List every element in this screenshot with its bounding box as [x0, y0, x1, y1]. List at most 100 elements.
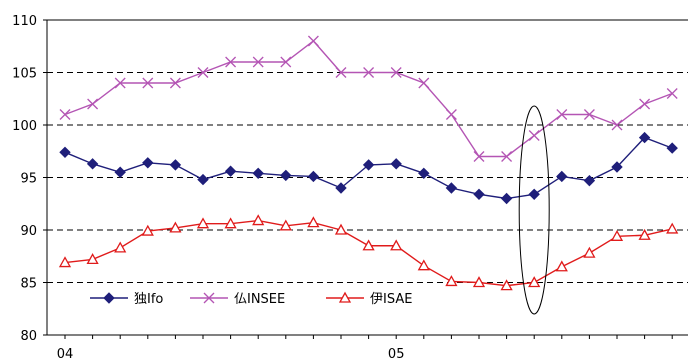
data-point [528, 188, 540, 201]
data-point [611, 119, 623, 131]
y-tick-label: 85 [20, 277, 37, 292]
data-point [445, 275, 458, 287]
x-axis-ticks: 04 05 [57, 335, 673, 362]
data-point [611, 161, 623, 173]
marker-stroke [59, 109, 71, 120]
data-point [197, 67, 209, 78]
marker-stroke [335, 67, 347, 78]
legend: 独Ifo 仏INSEE 伊ISAE [90, 291, 412, 307]
legend-label: 独Ifo [134, 292, 163, 307]
data-point [390, 158, 402, 170]
series-2 [58, 214, 679, 291]
data-point [666, 222, 679, 234]
data-point [252, 167, 264, 180]
data-point [197, 173, 209, 186]
data-point [362, 159, 375, 171]
data-point [334, 223, 348, 235]
y-tick-label: 110 [12, 14, 37, 29]
data-point [59, 146, 71, 159]
y-tick-label: 100 [12, 119, 37, 134]
legend-label: 伊ISAE [370, 292, 412, 307]
marker-stroke [225, 56, 237, 68]
data-point [610, 229, 624, 241]
series-1 [59, 35, 678, 162]
marker-stroke [363, 67, 375, 78]
data-point [280, 56, 292, 68]
x-tick-label: 05 [388, 347, 405, 362]
marker-stroke [280, 56, 292, 68]
data-point [583, 246, 596, 258]
data-point [335, 182, 347, 194]
marker-stroke [639, 98, 651, 110]
data-point [307, 216, 320, 228]
data-point [307, 35, 319, 47]
marker-stroke [556, 109, 568, 120]
data-point [362, 239, 375, 251]
marker-stroke [501, 151, 513, 162]
y-tick-label: 80 [20, 329, 37, 344]
data-point [555, 260, 568, 272]
marker-stroke [114, 77, 126, 89]
marker-stroke [528, 130, 540, 141]
data-point [417, 259, 430, 271]
data-point [556, 170, 568, 183]
data-point [445, 109, 457, 120]
marker-stroke [197, 67, 209, 78]
marker-stroke [307, 35, 319, 47]
data-point [86, 253, 99, 265]
legend-marker [103, 292, 115, 304]
data-point [666, 88, 678, 99]
data-point [418, 77, 430, 89]
y-tick-label: 90 [20, 224, 37, 239]
series-layer [58, 35, 679, 291]
data-point [501, 151, 513, 162]
data-point [500, 279, 513, 291]
data-point [280, 169, 292, 182]
data-point [638, 228, 651, 240]
data-point [252, 56, 264, 68]
data-point [59, 109, 71, 120]
data-point [114, 77, 126, 89]
data-point [169, 77, 181, 89]
marker-stroke [87, 98, 99, 110]
data-point [86, 158, 99, 170]
legend-item: 仏INSEE [190, 292, 285, 307]
data-point [639, 98, 651, 110]
y-tick-label: 105 [12, 67, 37, 82]
data-point [224, 217, 237, 229]
y-tick-label: 95 [20, 172, 37, 187]
data-point [500, 192, 513, 205]
data-point [307, 170, 320, 183]
data-point [114, 241, 127, 253]
data-point [583, 174, 596, 187]
marker-stroke [445, 109, 457, 120]
data-point [473, 151, 485, 162]
data-point [142, 157, 154, 169]
data-point [445, 182, 458, 194]
data-point [224, 165, 237, 177]
data-point [169, 221, 182, 233]
data-point [87, 98, 99, 110]
data-point [638, 131, 651, 144]
data-point [666, 142, 678, 154]
legend-marker [203, 292, 215, 304]
marker-stroke [611, 119, 623, 131]
marker-stroke [418, 77, 430, 89]
marker-stroke [583, 109, 595, 120]
data-point [583, 109, 595, 120]
marker-stroke [142, 77, 154, 89]
data-point [114, 166, 126, 178]
data-point [335, 67, 347, 78]
legend-item: 伊ISAE [326, 291, 412, 307]
data-point [363, 67, 375, 78]
data-point [418, 167, 430, 180]
highlight-layer [518, 105, 550, 315]
data-point [169, 159, 182, 171]
data-point [58, 256, 72, 268]
data-point [252, 214, 265, 226]
x-tick-label: 04 [57, 347, 74, 362]
data-point [196, 217, 210, 229]
legend-label: 仏INSEE [234, 292, 285, 307]
data-point [390, 239, 403, 251]
data-point [556, 109, 568, 120]
